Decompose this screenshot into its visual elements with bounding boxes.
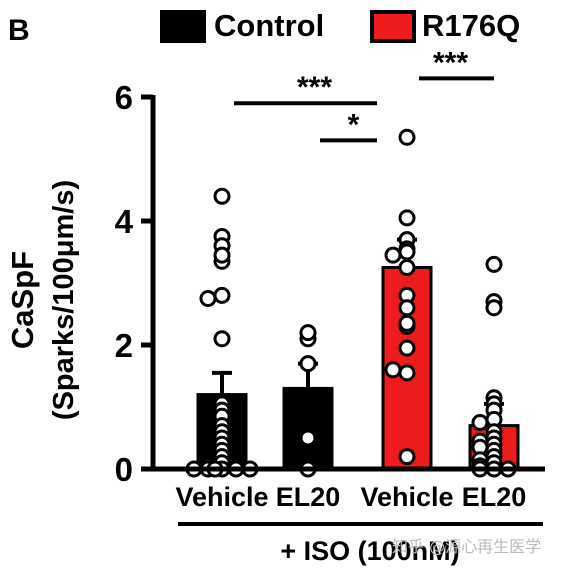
- significance-label: ***: [297, 71, 332, 104]
- data-point: [485, 299, 503, 317]
- y-axis-title: CaSpF (Sparks/100μm/s): [5, 180, 80, 420]
- data-point: [199, 290, 217, 307]
- data-point: [485, 255, 503, 273]
- data-point: [213, 286, 231, 304]
- x-tick-label: EL20: [462, 482, 527, 512]
- x-tick-label: Vehicle: [175, 482, 268, 512]
- data-point: [398, 364, 416, 382]
- data-point: [213, 246, 231, 264]
- data-point: [398, 448, 416, 466]
- data-point: [398, 243, 416, 261]
- panel-label: B: [8, 14, 30, 47]
- y-axis-title-line1: CaSpF: [5, 251, 40, 349]
- data-point: [398, 259, 416, 276]
- significance-label: ***: [433, 46, 468, 79]
- y-tick-label: 6: [115, 79, 133, 116]
- legend-label-control: Control: [214, 8, 324, 43]
- data-point: [384, 246, 402, 264]
- data-point: [398, 339, 416, 357]
- data-point: [398, 314, 416, 332]
- data-point: [299, 324, 317, 342]
- data-point: [299, 429, 317, 447]
- watermark: 知乎 @源心再生医学: [392, 537, 541, 556]
- y-tick-label: 4: [115, 203, 134, 240]
- legend-swatch-r176q: [370, 10, 416, 43]
- data-point: [213, 330, 231, 348]
- data-point: [398, 209, 416, 227]
- data-point: [398, 299, 416, 317]
- data-point: [384, 361, 402, 379]
- y-tick-label: 0: [115, 451, 133, 488]
- x-tick-label: Vehicle: [360, 482, 453, 512]
- data-point: [398, 128, 416, 146]
- data-point: [471, 414, 489, 431]
- bar: [282, 386, 334, 471]
- significance-label: *: [348, 108, 360, 141]
- data-point: [213, 187, 231, 205]
- x-tick-label: EL20: [276, 482, 341, 512]
- y-axis-title-line2: (Sparks/100μm/s): [48, 180, 80, 420]
- data-point: [299, 355, 317, 373]
- y-tick-label: 2: [115, 327, 133, 364]
- treatment-label: + ISO (100nM): [280, 536, 459, 566]
- legend-label-r176q: R176Q: [422, 8, 520, 43]
- legend: Control R176Q: [160, 8, 520, 43]
- legend-swatch-control: [160, 10, 206, 43]
